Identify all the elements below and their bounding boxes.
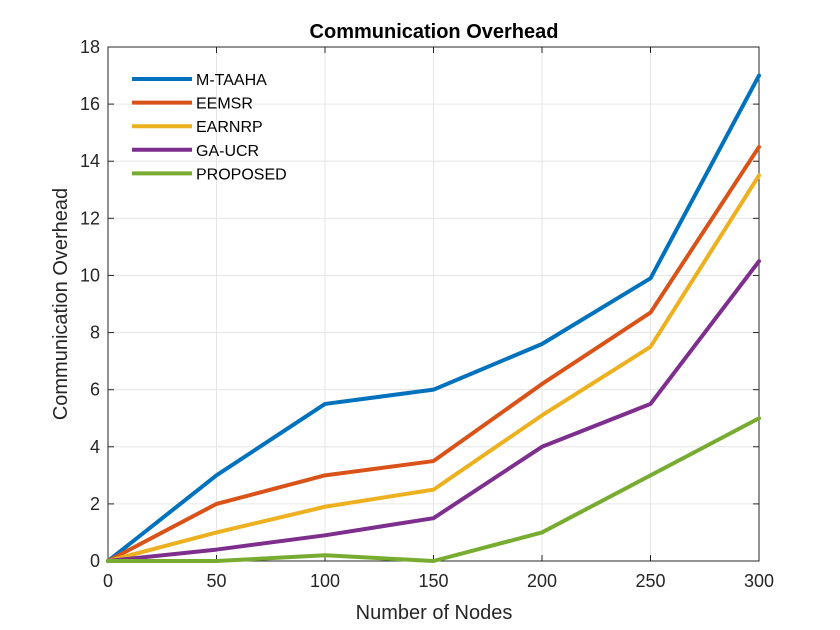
x-tick-label: 0 bbox=[103, 571, 113, 591]
legend-label-earnrp: EARNRP bbox=[196, 119, 263, 136]
y-tick-label: 4 bbox=[90, 437, 100, 457]
x-tick-label: 250 bbox=[635, 571, 665, 591]
x-tick-label: 200 bbox=[527, 571, 557, 591]
x-tick-label: 100 bbox=[310, 571, 340, 591]
x-axis-label: Number of Nodes bbox=[356, 602, 513, 624]
legend-label-eemsr: EEMSR bbox=[196, 96, 253, 113]
series-line-eemsr bbox=[106, 144, 761, 563]
y-tick-label: 14 bbox=[80, 151, 100, 171]
legend-label-proposed: PROPOSED bbox=[196, 166, 287, 183]
y-axis-ticks: 0 2 4 6 8 10 12 14 16 18 bbox=[80, 37, 759, 571]
x-tick-label: 300 bbox=[744, 571, 774, 591]
y-tick-label: 10 bbox=[80, 265, 100, 285]
x-tick-label: 150 bbox=[418, 571, 448, 591]
y-tick-label: 8 bbox=[90, 323, 100, 343]
legend-label-ga-ucr: GA-UCR bbox=[196, 143, 259, 160]
series-line-proposed bbox=[106, 416, 761, 563]
series-line-earnrp bbox=[106, 173, 761, 563]
y-tick-label: 6 bbox=[90, 380, 100, 400]
y-tick-label: 12 bbox=[80, 208, 100, 228]
series-line-m-taaha bbox=[106, 73, 761, 563]
y-tick-label: 2 bbox=[90, 494, 100, 514]
legend: M-TAAHA EEMSR EARNRP GA-UCR PROPOSED bbox=[132, 72, 287, 183]
chart-title: Communication Overhead bbox=[310, 21, 559, 43]
y-axis-label: Communication Overhead bbox=[50, 188, 72, 420]
series-lines bbox=[106, 73, 761, 563]
x-axis-ticks: 0 50 100 150 200 250 300 bbox=[103, 47, 774, 591]
x-tick-label: 50 bbox=[206, 571, 226, 591]
legend-label-m-taaha: M-TAAHA bbox=[196, 72, 267, 89]
series-line-ga-ucr bbox=[106, 259, 761, 563]
y-tick-label: 18 bbox=[80, 37, 100, 57]
y-tick-label: 0 bbox=[90, 551, 100, 571]
y-tick-label: 16 bbox=[80, 94, 100, 114]
